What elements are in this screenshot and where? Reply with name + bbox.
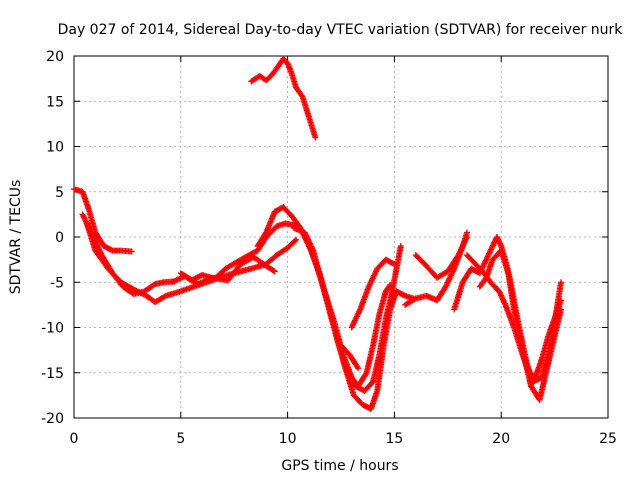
x-tick-label: 25 <box>599 431 617 447</box>
series-track-o <box>248 55 319 141</box>
data-point <box>558 279 565 286</box>
y-tick-label: -15 <box>41 366 64 382</box>
x-tick-label: 10 <box>279 431 297 447</box>
y-axis-label: SDTVAR / TECUs <box>8 180 24 295</box>
y-tick-label: 5 <box>55 185 64 201</box>
chart-title: Day 027 of 2014, Sidereal Day-to-day VTE… <box>58 22 624 38</box>
x-tick-label: 20 <box>492 431 510 447</box>
data-points <box>71 55 565 412</box>
ticks: 0 5 10 15 20 25 -20 -15 -10 -5 0 5 10 15 20 <box>41 49 617 447</box>
series-track-n <box>476 247 565 385</box>
data-point <box>161 293 168 300</box>
data-point <box>355 365 362 372</box>
x-axis-label: GPS time / hours <box>281 458 398 474</box>
data-point <box>292 237 299 244</box>
x-tick-label: 0 <box>70 431 79 447</box>
y-tick-label: 10 <box>46 140 64 156</box>
data-point <box>391 261 398 268</box>
data-point <box>362 370 369 377</box>
y-tick-label: 20 <box>46 49 64 65</box>
data-point <box>397 243 404 250</box>
y-tick-label: 0 <box>55 230 64 246</box>
series-track-i <box>338 342 362 372</box>
series-track-g <box>291 224 404 394</box>
x-tick-label: 15 <box>385 431 403 447</box>
series-track-k <box>412 234 471 281</box>
data-point <box>271 268 278 275</box>
grid <box>74 56 608 418</box>
y-tick-label: -5 <box>50 275 64 291</box>
data-point <box>270 267 277 274</box>
y-tick-label: -10 <box>41 321 64 337</box>
x-tick-label: 5 <box>176 431 185 447</box>
y-tick-label: 15 <box>46 94 64 110</box>
data-point <box>128 248 135 255</box>
y-tick-label: -20 <box>41 411 64 427</box>
series-track-a <box>71 186 135 255</box>
data-point <box>354 363 361 370</box>
data-point <box>411 296 418 303</box>
data-point <box>312 134 319 141</box>
data-point <box>293 236 300 243</box>
data-point <box>464 234 471 240</box>
series-track-h <box>348 256 398 331</box>
